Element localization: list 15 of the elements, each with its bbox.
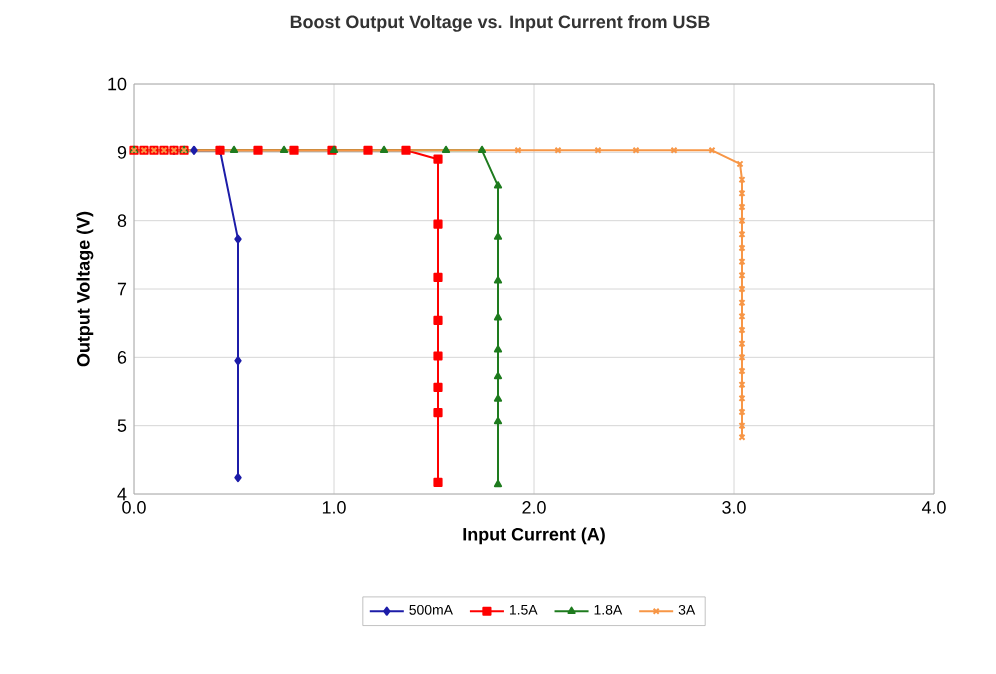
y-axis-title: Output Voltage (V) <box>76 211 94 367</box>
x-tick-label: 0.0 <box>122 501 146 514</box>
x-tick-label: 1.0 <box>322 501 346 514</box>
y-tick-label: 5 <box>117 419 127 432</box>
y-tick-label: 6 <box>117 350 127 364</box>
x-tick-label: 3.0 <box>722 501 746 514</box>
y-tick-label: 10 <box>108 77 127 91</box>
x-tick-label: 4.0 <box>921 501 946 514</box>
x-axis-title: Input Current (A) <box>463 527 605 545</box>
x-tick-label: 2.0 <box>522 501 546 514</box>
y-tick-label: 7 <box>117 282 127 296</box>
chart-title: Boost Output Voltage vs. Input Current from USB <box>290 15 710 32</box>
y-tick-label: 4 <box>117 487 127 501</box>
y-tick-label: 8 <box>117 214 127 228</box>
y-tick-label: 9 <box>117 145 127 159</box>
